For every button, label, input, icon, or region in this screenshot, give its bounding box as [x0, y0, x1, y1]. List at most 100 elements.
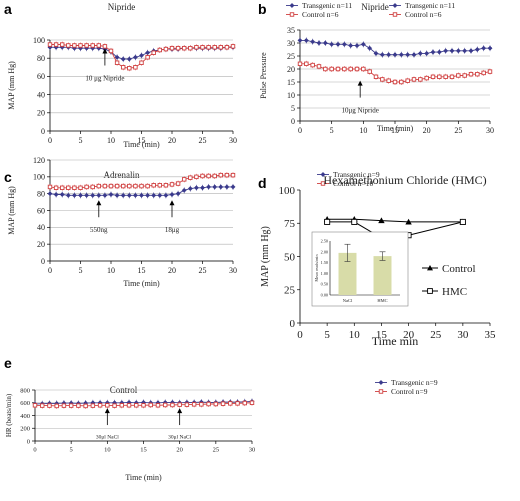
x-tick-label: 0: [48, 136, 52, 145]
data-point: [367, 69, 372, 74]
data-point: [399, 79, 404, 85]
legend-label: Control n=6: [405, 10, 442, 19]
y-tick-label: 60: [37, 206, 45, 215]
data-point: [114, 192, 120, 198]
data-point: [191, 402, 197, 407]
data-point: [378, 217, 385, 224]
data-point: [61, 403, 67, 408]
x-tick-label: 25: [199, 266, 207, 275]
data-point: [342, 66, 347, 72]
y-tick-label: 20: [287, 65, 295, 74]
data-point: [212, 45, 217, 50]
panel-letter: c: [4, 169, 12, 185]
data-point: [145, 192, 151, 198]
data-point: [157, 47, 163, 53]
data-point: [449, 48, 455, 54]
data-point: [411, 77, 417, 82]
chart-title: Adrenalin: [104, 170, 140, 180]
inset-bar: [338, 252, 357, 295]
data-point: [175, 181, 181, 186]
data-point: [65, 192, 71, 198]
data-point: [71, 192, 77, 198]
data-point: [145, 183, 150, 189]
y-tick-label: 0: [41, 257, 45, 266]
legend-label: Transgenic n=11: [302, 1, 352, 10]
data-point: [218, 45, 224, 50]
data-point: [84, 184, 89, 190]
data-point: [162, 402, 168, 408]
data-point: [114, 54, 120, 60]
data-point: [175, 191, 181, 197]
data-point: [187, 186, 193, 192]
data-point: [418, 77, 423, 82]
data-point: [437, 74, 442, 80]
data-point: [443, 74, 448, 80]
data-point: [405, 52, 411, 58]
data-point: [468, 48, 474, 54]
data-point: [120, 183, 126, 189]
data-point: [224, 172, 230, 178]
x-axis-label: Time min: [372, 334, 419, 348]
data-point: [424, 75, 429, 81]
data-point: [139, 183, 144, 189]
legend-label: Transgenic n=9: [333, 170, 380, 179]
data-point: [59, 191, 65, 198]
data-point: [169, 182, 175, 187]
data-point: [193, 185, 199, 191]
data-point: [228, 401, 233, 406]
panel-b: b Nipride 0 5 10 15 20 25 30 0 5 10 15 20 25 30 35 Time (…: [258, 1, 494, 135]
y-tick-label: 20: [37, 109, 45, 118]
data-point: [230, 44, 236, 49]
x-tick-label: 25: [430, 329, 442, 341]
series-2: [297, 60, 493, 85]
data-point: [114, 60, 120, 65]
data-point: [145, 50, 151, 56]
inset-y-tick-label: 1.50: [321, 260, 328, 265]
x-tick-label: 25: [213, 447, 220, 454]
legend-marker: [392, 12, 398, 17]
data-point: [310, 39, 316, 45]
data-point: [181, 187, 187, 193]
x-tick-label: 5: [79, 266, 83, 275]
data-point: [310, 62, 315, 68]
data-point: [348, 43, 354, 49]
data-point: [417, 50, 423, 56]
x-axis-label: Time (min): [125, 473, 162, 482]
y-tick-label: 75: [284, 218, 296, 230]
data-point: [386, 52, 392, 58]
legend-label: Transgenic n=11: [405, 1, 455, 10]
x-tick-label: 5: [70, 447, 73, 454]
data-point: [108, 191, 114, 198]
data-point: [459, 218, 466, 225]
data-point: [127, 65, 132, 71]
y-axis-label: MAP (mm Hg): [7, 61, 16, 110]
data-point: [77, 192, 84, 198]
data-point: [83, 403, 88, 409]
data-point: [59, 185, 65, 190]
data-point: [303, 37, 309, 43]
x-tick-label: 30: [457, 329, 469, 341]
y-tick-label: 5: [291, 104, 295, 113]
data-point: [120, 192, 126, 198]
data-point: [54, 403, 59, 409]
data-point: [462, 73, 467, 78]
x-tick-label: 15: [138, 136, 146, 145]
data-point: [90, 43, 95, 48]
x-tick-label: 30: [229, 266, 237, 275]
data-point: [47, 191, 53, 197]
data-point: [97, 403, 103, 408]
data-point: [169, 191, 175, 198]
x-tick-label: 20: [403, 329, 415, 341]
data-point: [84, 192, 90, 198]
data-point: [188, 175, 193, 180]
data-point: [386, 78, 391, 83]
data-point: [392, 52, 398, 58]
y-axis-label: Pulse Pressure: [259, 52, 268, 99]
y-tick-label: 50: [284, 251, 296, 263]
data-point: [177, 402, 182, 407]
y-tick-label: 20: [37, 240, 45, 249]
data-point: [443, 48, 449, 54]
x-tick-label: 20: [168, 266, 176, 275]
data-point: [373, 74, 379, 80]
data-point: [373, 50, 379, 56]
